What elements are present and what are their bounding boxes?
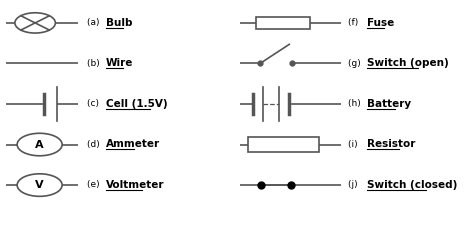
Text: (e): (e)	[87, 180, 102, 189]
Text: (i): (i)	[348, 139, 360, 148]
Text: Switch (closed): Switch (closed)	[367, 179, 457, 189]
Text: Voltmeter: Voltmeter	[106, 179, 164, 189]
Text: (c): (c)	[87, 99, 102, 108]
Text: (d): (d)	[87, 139, 102, 148]
Text: Resistor: Resistor	[367, 139, 415, 149]
Text: (j): (j)	[348, 180, 360, 189]
Text: Ammeter: Ammeter	[106, 139, 160, 149]
Text: Bulb: Bulb	[106, 18, 132, 28]
Text: A: A	[36, 139, 44, 149]
Text: (h): (h)	[348, 99, 364, 108]
Text: V: V	[36, 180, 44, 190]
Text: (g): (g)	[348, 59, 364, 67]
Text: (a): (a)	[87, 18, 102, 27]
Text: Cell (1.5V): Cell (1.5V)	[106, 99, 167, 108]
Text: (f): (f)	[348, 18, 361, 27]
Text: Battery: Battery	[367, 99, 411, 108]
Bar	[255, 18, 310, 30]
Bar	[248, 138, 319, 152]
Text: Switch (open): Switch (open)	[367, 58, 448, 68]
Text: Fuse: Fuse	[367, 18, 394, 28]
Text: (b): (b)	[87, 59, 102, 67]
Text: Wire: Wire	[106, 58, 133, 68]
